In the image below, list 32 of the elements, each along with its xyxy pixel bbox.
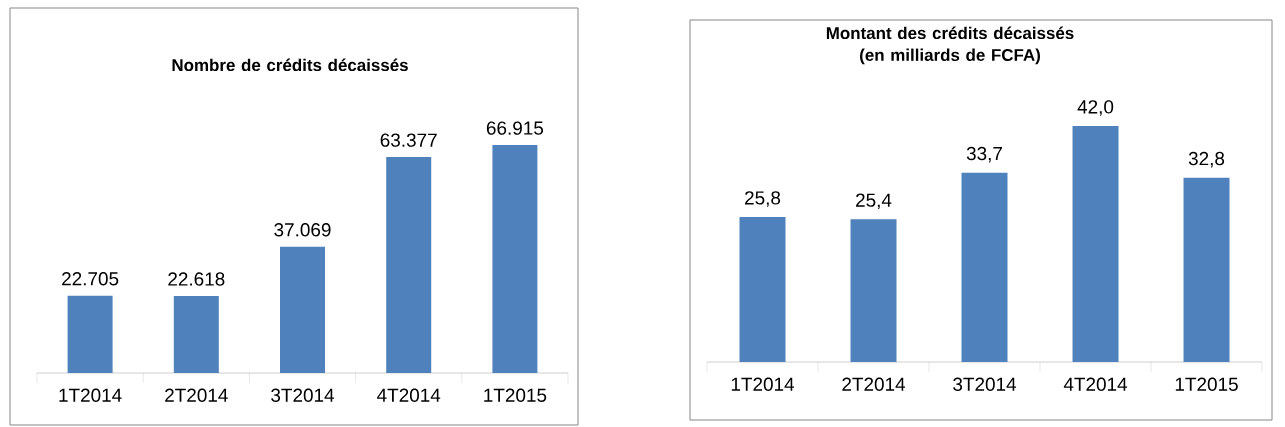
bar <box>280 246 326 373</box>
x-tick-label: 2T2014 <box>165 388 228 402</box>
data-label: 25,8 <box>745 191 781 207</box>
bar <box>850 219 897 362</box>
data-label: 33,7 <box>966 146 1002 163</box>
data-label: 63.377 <box>380 133 437 147</box>
bar <box>1183 177 1230 362</box>
chart-title: Nombre de crédits décaissés <box>172 58 408 72</box>
x-tick-label: 1T2014 <box>731 377 795 391</box>
x-tick-label: 1T2014 <box>59 388 122 402</box>
data-label: 22.618 <box>168 272 225 286</box>
data-label: 22.705 <box>62 272 119 286</box>
bar <box>173 295 219 373</box>
bar <box>1072 126 1119 362</box>
data-label: 37.069 <box>274 223 331 237</box>
data-label: 32,8 <box>1188 151 1225 168</box>
x-tick-label: 1T2015 <box>484 388 547 402</box>
x-tick-label: 2T2014 <box>842 377 906 391</box>
x-tick-label: 1T2015 <box>1175 377 1238 391</box>
bar <box>961 172 1008 362</box>
x-tick-label: 4T2014 <box>377 388 441 402</box>
bar <box>386 157 432 373</box>
data-label: 66.915 <box>486 121 544 135</box>
x-tick-label: 3T2014 <box>953 377 1017 391</box>
bar <box>492 145 538 373</box>
x-tick-label: 3T2014 <box>271 388 335 402</box>
chart-title: Montant des crédits décaissés (en milliards de FCFA) <box>826 26 1074 65</box>
bar <box>739 217 786 362</box>
x-tick-label: 4T2014 <box>1063 377 1128 391</box>
bar <box>67 295 113 373</box>
data-label: 42,0 <box>1077 100 1114 116</box>
data-label: 25,4 <box>856 193 892 210</box>
